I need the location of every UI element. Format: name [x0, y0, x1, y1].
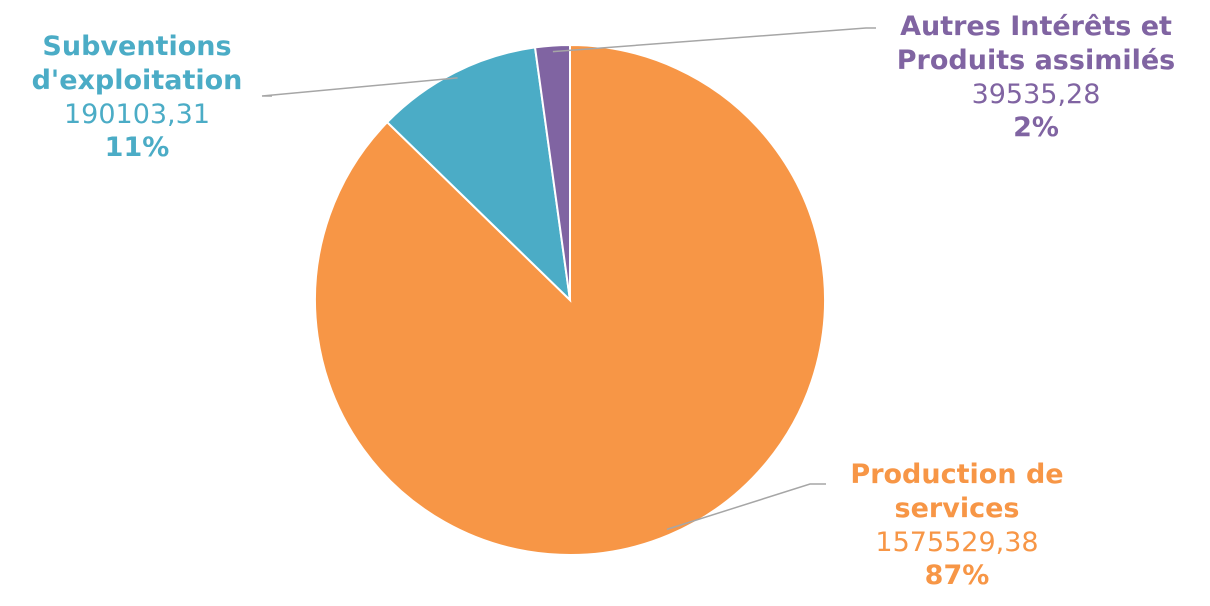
slice-name: Subventions d'exploitation [31, 31, 243, 96]
pie-slice-2 [533, 43, 571, 301]
leader-line-1 [261, 77, 458, 97]
pie-slice-1 [385, 46, 572, 303]
slice-percent: 87% [924, 560, 990, 592]
leader-line-2 [552, 27, 876, 53]
slice-percent: 11% [104, 132, 170, 164]
slice-percent: 2% [1013, 112, 1059, 144]
slice-value: 1575529,38 [875, 526, 1039, 558]
slice-name: Autres Intérêts et Produits assimilés [896, 11, 1176, 76]
slice-value: 39535,28 [971, 78, 1101, 110]
label-autres-interets-et-produits-assimiles: Autres Intérêts et Produits assimilés 39… [866, 10, 1206, 145]
leader-line-0 [666, 483, 826, 531]
label-production-de-services: Production de services 1575529,38 87% [812, 458, 1102, 593]
slice-name: Production de services [850, 459, 1064, 524]
label-subventions-d-exploitation: Subventions d'exploitation 190103,31 11% [12, 30, 262, 165]
slice-value: 190103,31 [63, 98, 210, 130]
